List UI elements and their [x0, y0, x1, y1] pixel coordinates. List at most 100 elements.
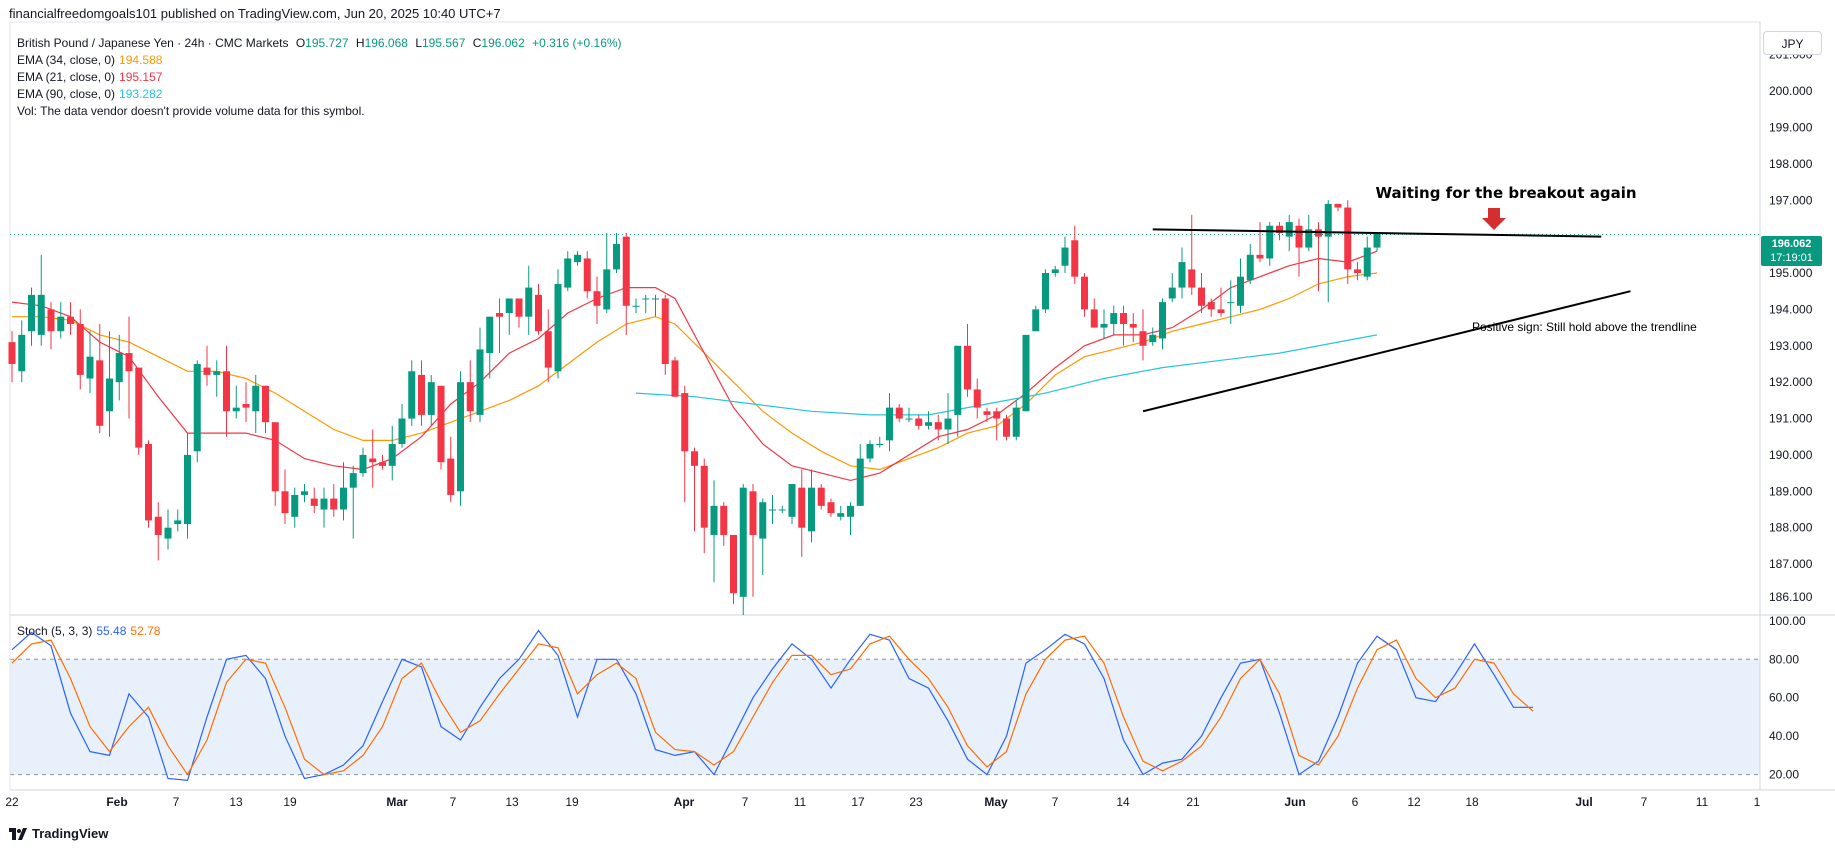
candle: [1285, 214, 1293, 252]
candle: [437, 385, 445, 470]
candle: [379, 454, 386, 470]
stoch-tick-label: 60.00: [1769, 691, 1799, 705]
candle-body: [564, 258, 572, 288]
candle-body: [1022, 334, 1030, 412]
candle: [1207, 298, 1215, 317]
candle: [778, 505, 786, 514]
candle-body: [398, 418, 406, 445]
candle: [837, 505, 845, 521]
candle: [340, 462, 347, 521]
time-tick-label: 22: [5, 795, 19, 809]
candle: [788, 484, 796, 525]
candle: [203, 345, 211, 386]
time-tick-label: 14: [1116, 795, 1130, 809]
candle-body: [847, 505, 854, 517]
symbol-title[interactable]: British Pound / Japanese Yen · 24h · CMC…: [17, 36, 289, 50]
candle-body: [174, 520, 182, 525]
candle-body: [622, 236, 630, 306]
candle-body: [145, 444, 152, 521]
breakout-annotation: Waiting for the breakout again: [1375, 184, 1636, 202]
candle: [8, 331, 16, 383]
candle: [1032, 305, 1040, 332]
candle: [544, 309, 552, 383]
candle-body: [242, 403, 250, 408]
candle-body: [76, 323, 84, 375]
ema21-value: 195.157: [119, 70, 163, 84]
candle-body: [1188, 269, 1196, 288]
candle: [798, 469, 806, 557]
candle: [661, 294, 669, 375]
candle: [1022, 334, 1030, 412]
tradingview-footer[interactable]: TradingView: [9, 826, 108, 841]
candle: [515, 298, 523, 328]
candle: [1120, 305, 1127, 346]
candle: [1334, 203, 1342, 212]
candle: [418, 360, 425, 426]
ema21-row[interactable]: EMA (21, close, 0) 195.157: [17, 69, 626, 86]
candle: [37, 254, 45, 346]
candle: [106, 331, 113, 437]
candle: [213, 360, 221, 397]
candle: [1217, 287, 1225, 317]
stoch-tick-label: 40.00: [1769, 729, 1799, 743]
candle: [1354, 262, 1361, 281]
candle: [934, 414, 942, 441]
time-tick-label: 13: [505, 795, 519, 809]
candle-body: [1246, 254, 1254, 281]
candle: [681, 385, 689, 503]
candle: [447, 436, 455, 503]
candle-body: [1178, 262, 1186, 288]
candle-body: [8, 342, 16, 364]
candle: [856, 444, 864, 506]
open-value: 195.727: [305, 36, 349, 50]
candle-body: [954, 345, 962, 415]
candle-body: [86, 356, 94, 379]
candle: [1324, 200, 1332, 303]
candle: [876, 436, 884, 448]
candle: [76, 309, 84, 390]
candle-body: [749, 491, 757, 535]
candle-body: [47, 309, 55, 332]
candle-body: [973, 389, 981, 408]
candle: [154, 502, 162, 561]
candle-body: [57, 316, 65, 332]
candle: [281, 469, 289, 525]
candle-body: [340, 487, 347, 510]
candle: [408, 360, 416, 426]
down-arrow-icon: [1482, 208, 1506, 230]
high-label: H: [355, 36, 365, 50]
candle: [47, 302, 55, 350]
candle-body: [895, 407, 903, 419]
ema34-row[interactable]: EMA (34, close, 0) 194.588: [17, 52, 626, 69]
candle: [28, 287, 35, 346]
candle-body: [613, 243, 620, 270]
candle-body: [1051, 269, 1059, 274]
candle: [925, 411, 932, 430]
candle-body: [730, 534, 737, 594]
ema34-value: 194.588: [119, 53, 163, 67]
candle: [1246, 243, 1254, 284]
candle-body: [1159, 302, 1166, 339]
ema-line: [12, 272, 1378, 471]
candle-body: [18, 334, 26, 372]
time-tick-label: 21: [1186, 795, 1200, 809]
time-tick-label: 7: [742, 795, 749, 809]
time-tick-label: 13: [229, 795, 243, 809]
candle-body: [154, 516, 162, 535]
candle-body: [408, 371, 416, 419]
time-tick-label: Feb: [106, 795, 127, 809]
candle: [1198, 273, 1205, 314]
candle: [710, 480, 718, 583]
time-tick-label: 7: [1641, 795, 1648, 809]
candle: [1363, 236, 1371, 281]
candle: [1110, 305, 1118, 335]
stoch-legend[interactable]: Stoch (5, 3, 3) 55.48 52.78: [17, 624, 160, 638]
candle: [232, 385, 240, 419]
candle-body: [808, 487, 815, 532]
candle-body: [1032, 309, 1040, 332]
candle: [827, 498, 835, 517]
currency-selector[interactable]: JPY: [1763, 31, 1822, 55]
candle: [1051, 265, 1059, 277]
ema90-row[interactable]: EMA (90, close, 0) 193.282: [17, 86, 626, 103]
